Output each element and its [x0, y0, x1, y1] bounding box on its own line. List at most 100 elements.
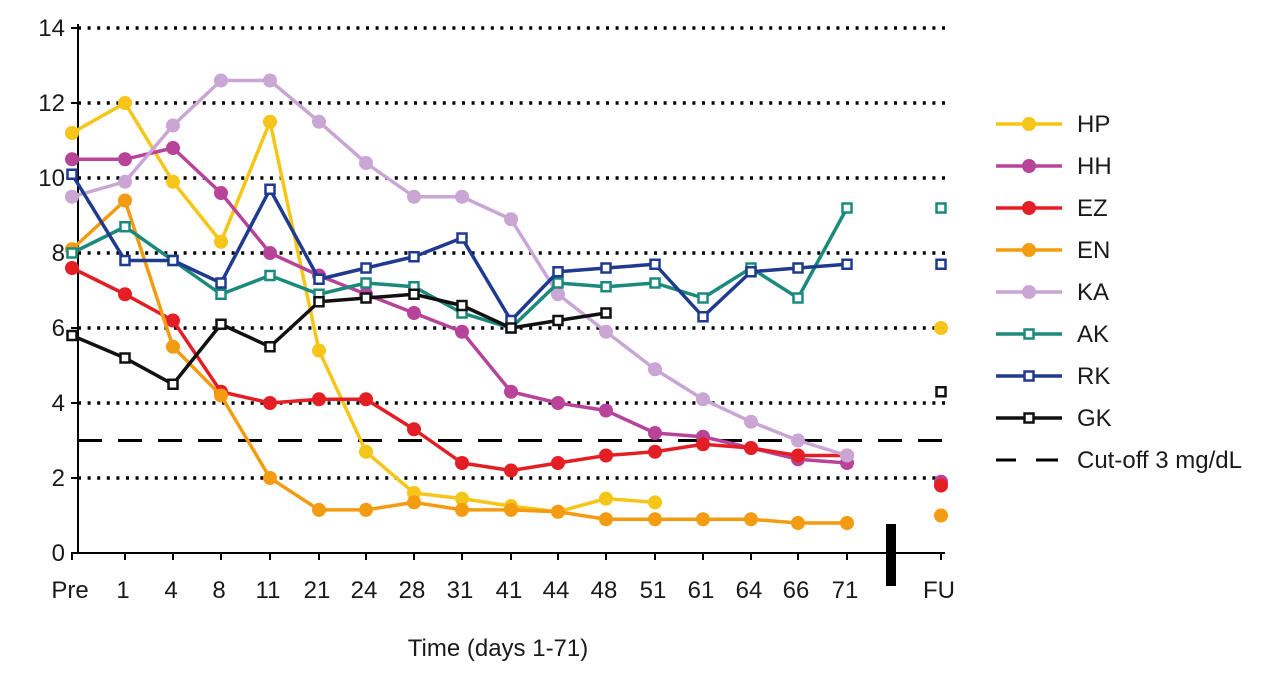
legend-item: HH — [996, 153, 1112, 180]
legend-marker-cap — [1023, 290, 1035, 294]
legend-label: Cut-off 3 mg/dL — [1077, 447, 1242, 474]
data-point — [360, 277, 372, 289]
gridlines — [78, 26, 945, 480]
y-tick-label: 6 — [52, 315, 65, 342]
legend-item: EN — [996, 237, 1110, 264]
x-tick-label: 61 — [688, 577, 715, 604]
data-point-cap — [697, 397, 709, 402]
data-point-cap — [408, 311, 420, 315]
data-point-cap — [264, 401, 276, 405]
x-tick-label: 8 — [212, 577, 225, 604]
data-point-cap — [313, 119, 325, 124]
data-point — [264, 341, 276, 353]
data-point-cap — [792, 521, 804, 525]
data-point-cap — [360, 161, 372, 165]
data-point-cap — [66, 157, 78, 162]
x-tick-label: 24 — [351, 577, 378, 604]
data-point-cap — [841, 461, 853, 465]
data-point — [167, 254, 179, 267]
legend-marker — [1023, 370, 1035, 382]
legend-label: AK — [1077, 321, 1109, 348]
data-point — [697, 292, 709, 304]
x-tick-label: 31 — [447, 577, 474, 604]
series-ez — [65, 261, 948, 493]
x-tick-label: 21 — [304, 577, 331, 604]
series-gk — [66, 288, 947, 398]
data-point — [408, 251, 420, 263]
data-point-cap — [456, 194, 468, 199]
data-point — [697, 311, 709, 323]
data-point — [119, 221, 131, 233]
y-tick-label: 4 — [52, 390, 65, 417]
x-tick-label: 4 — [164, 577, 177, 604]
y-tick-label: 10 — [38, 165, 65, 192]
legend-marker-cap — [1023, 164, 1035, 168]
data-point — [66, 329, 78, 342]
data-point-cap — [360, 449, 372, 454]
data-point-cap — [456, 461, 468, 465]
data-point — [215, 288, 227, 300]
data-point-cap — [600, 408, 612, 413]
x-tick-label: 71 — [832, 577, 859, 604]
data-point — [600, 281, 612, 293]
data-point-cap — [167, 318, 179, 323]
data-point-cap — [66, 194, 78, 199]
data-point-cap — [215, 239, 227, 244]
data-point-cap — [264, 476, 276, 480]
data-point-cap — [505, 217, 517, 222]
data-point-cap — [119, 101, 131, 105]
data-point-cap — [66, 266, 78, 270]
x-tick-label: 1 — [116, 577, 129, 604]
data-point — [649, 258, 661, 270]
data-point-cap — [745, 446, 757, 450]
legend-item: GK — [996, 405, 1112, 432]
x-tick-label: 11 — [256, 577, 281, 604]
data-point — [456, 299, 468, 312]
data-point-cap — [697, 442, 709, 447]
data-point-cap — [792, 438, 804, 443]
legend-label: EZ — [1077, 195, 1108, 222]
data-point-cap — [505, 468, 517, 473]
data-point-cap — [505, 389, 517, 394]
data-point — [552, 314, 564, 327]
data-point — [66, 168, 78, 180]
x-tick-label: FU — [923, 577, 955, 604]
legend-label: HH — [1077, 153, 1112, 180]
legend-marker — [1023, 412, 1035, 424]
data-point — [215, 318, 227, 330]
data-point — [841, 202, 853, 214]
legend-label: RK — [1077, 363, 1110, 390]
legend-marker-cap — [1023, 248, 1035, 252]
legend-label: GK — [1077, 405, 1112, 432]
fu-data-point — [935, 258, 947, 270]
data-point — [505, 322, 517, 334]
legend-item-cutoff: Cut-off 3 mg/dL — [996, 447, 1242, 474]
data-point-cap — [313, 348, 325, 353]
fu-data-point — [935, 202, 947, 214]
data-point-cap — [649, 431, 661, 435]
data-point — [167, 378, 179, 390]
data-point-cap — [456, 507, 468, 512]
data-point-cap — [552, 461, 564, 465]
series-line — [70, 198, 847, 525]
legend-marker-cap — [1023, 206, 1035, 210]
legend-item: RK — [996, 363, 1110, 390]
data-point — [215, 277, 227, 289]
data-point — [264, 183, 276, 195]
axis-break-marker — [886, 524, 896, 586]
data-point-cap — [600, 329, 612, 334]
fu-data-point-cap — [935, 483, 947, 488]
data-point-cap — [360, 397, 372, 402]
data-point-cap — [408, 427, 420, 432]
data-point-cap — [456, 329, 468, 334]
y-tick-label: 2 — [52, 465, 65, 492]
legend-item: AK — [996, 321, 1109, 348]
data-point-cap — [745, 419, 757, 424]
x-axis-title: Time (days 1-71) — [408, 635, 589, 662]
data-point-cap — [600, 453, 612, 458]
legend-item: KA — [996, 279, 1109, 306]
data-point-cap — [697, 434, 709, 439]
data-point-cap — [552, 509, 564, 514]
data-point — [649, 277, 661, 289]
